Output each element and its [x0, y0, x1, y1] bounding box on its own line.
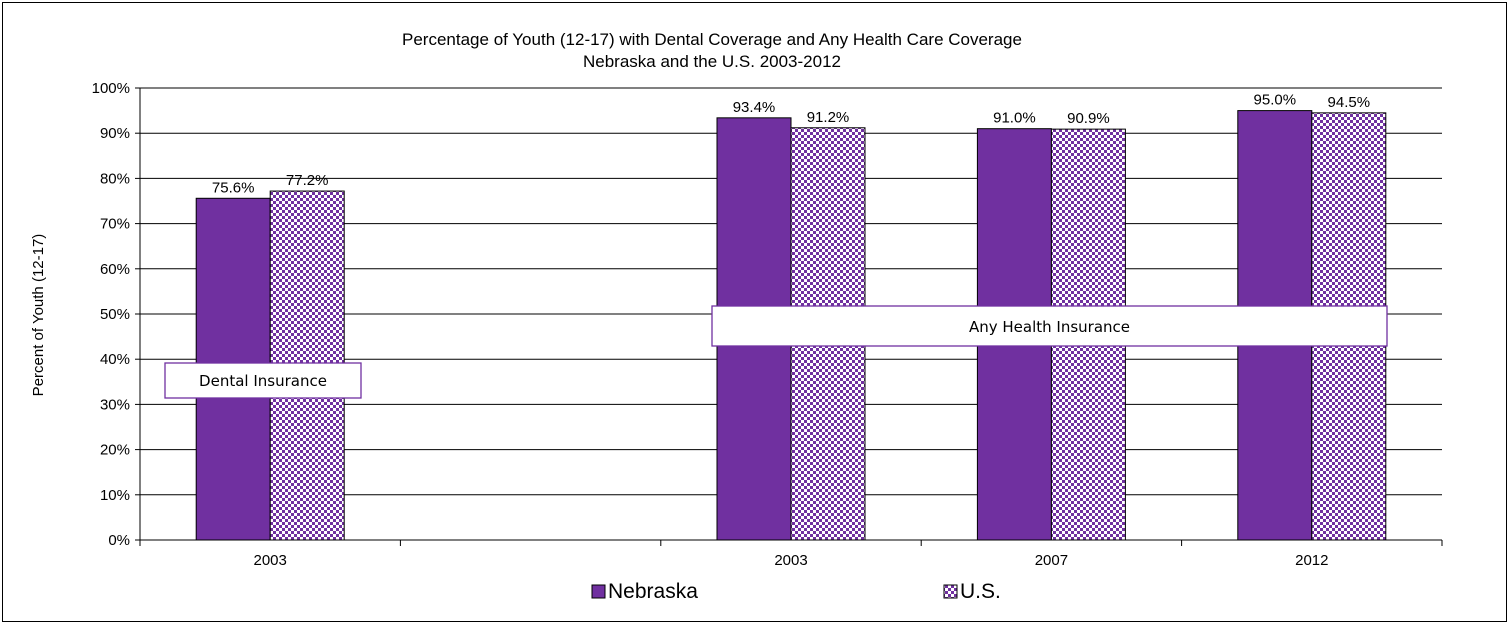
annotation-label: Any Health Insurance [969, 318, 1130, 336]
data-label: 77.2% [286, 172, 329, 189]
y-tick-label: 100% [92, 80, 130, 97]
y-tick-label: 10% [100, 487, 130, 504]
y-tick-label: 0% [108, 532, 130, 549]
y-tick-label: 30% [100, 396, 130, 413]
y-tick-label: 20% [100, 442, 130, 459]
y-tick-label: 90% [100, 125, 130, 142]
annotations: Dental Insurance Any Health Insurance [164, 305, 1388, 399]
annotation-label: Dental Insurance [199, 372, 327, 390]
annotation-box [164, 362, 362, 399]
legend-label: Nebraska [608, 580, 698, 603]
legend-swatch [591, 584, 606, 599]
annotation-box [711, 305, 1388, 347]
y-axis-label: Percent of Youth (12-17) [30, 234, 47, 397]
y-tick-label: 70% [100, 216, 130, 233]
data-label: 95.0% [1254, 92, 1297, 109]
data-label: 94.5% [1328, 94, 1371, 111]
data-label: 75.6% [212, 179, 255, 196]
x-tick-label: 2007 [1035, 552, 1068, 569]
y-tick-label: 40% [100, 351, 130, 368]
y-tick-label: 80% [100, 170, 130, 187]
axes: 0% 10% 20% 30% 40% 50% 60% 70% 80% 90% 100% 2003 200… [92, 80, 1443, 569]
y-tick-label: 60% [100, 261, 130, 278]
x-tick-label: 2003 [774, 552, 807, 569]
chart-title: Percentage of Youth (12-17) with Dental … [402, 30, 1022, 49]
data-labels: 75.6% 77.2% 93.4% 91.2% 91.0% 90.9% 95.0% 94.5% [212, 92, 1370, 197]
legend-swatch [943, 584, 958, 599]
data-label: 93.4% [733, 99, 776, 116]
legend-label: U.S. [960, 580, 1001, 603]
data-label: 90.9% [1067, 110, 1110, 127]
x-tick-label: 2012 [1295, 552, 1328, 569]
chart-subtitle: Nebraska and the U.S. 2003-2012 [583, 52, 841, 71]
data-label: 91.2% [807, 109, 850, 126]
x-tick-label: 2003 [254, 552, 287, 569]
data-label: 91.0% [993, 110, 1036, 127]
y-tick-label: 50% [100, 306, 130, 323]
legend: Nebraska U.S. [591, 580, 1001, 603]
